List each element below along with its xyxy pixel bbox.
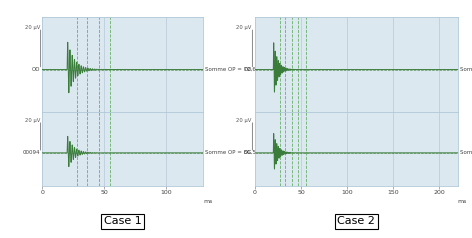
Text: Case 1: Case 1 [104, 216, 142, 226]
Text: ms: ms [458, 199, 467, 204]
Text: Somme OP = 86,8  μV: Somme OP = 86,8 μV [460, 67, 472, 72]
Text: Somme OP = 72,6  μV: Somme OP = 72,6 μV [204, 67, 266, 72]
Text: 20 μV: 20 μV [236, 25, 252, 30]
Text: 20 μV: 20 μV [25, 25, 40, 30]
Text: Somme OP = 98,6  μV: Somme OP = 98,6 μV [460, 150, 472, 155]
Text: 20 μV: 20 μV [25, 118, 40, 123]
Text: OD: OD [244, 67, 252, 72]
Text: 00094: 00094 [23, 150, 40, 155]
Text: Somme OP = 81,5  μV: Somme OP = 81,5 μV [204, 150, 266, 155]
Text: Case 2: Case 2 [337, 216, 375, 226]
Text: OD: OD [32, 67, 40, 72]
Text: 20 μV: 20 μV [236, 118, 252, 123]
Text: OG: OG [244, 150, 252, 155]
Text: ms: ms [203, 199, 212, 204]
